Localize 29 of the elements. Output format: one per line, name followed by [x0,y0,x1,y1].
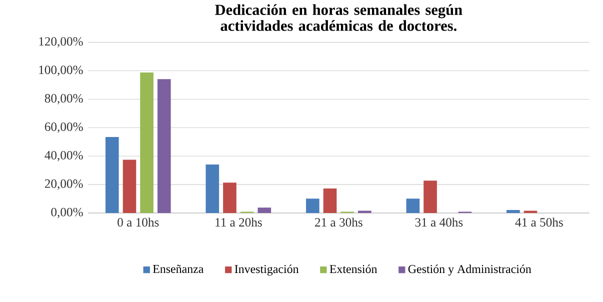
bar [223,182,236,213]
bar [258,208,272,213]
x-tick-label: 41 a 50hs [515,218,563,227]
bar [157,79,171,213]
legend-label: Investigación [234,264,299,276]
x-tick-label: 31 a 40hs [415,218,463,227]
bar [323,188,337,213]
y-tick-label: 40,00% [44,150,83,162]
x-tick-label: 21 a 30hs [315,218,362,227]
legend-label: Enseñanza [152,264,204,273]
y-tick-label: 120,00% [39,37,83,48]
bar [206,164,220,213]
x-tick-label: 11 a 20hs [216,218,262,227]
y-tick-label: 20,00% [44,179,83,190]
bar [406,198,420,213]
legend-label: Gestión y Administración [408,264,532,276]
bar [140,72,154,213]
bar [424,180,437,213]
legend-label: Extensión [330,264,378,274]
bar [306,198,320,213]
bar [122,160,136,213]
chart-title: Dedicación en horas semanales según actividades académicas de doctores. [215,4,462,31]
x-tick-label: 0 a 10hs [118,218,159,227]
bar [506,210,520,213]
y-tick-label: 100,00% [39,66,83,76]
y-tick-label: 60,00% [44,122,83,133]
bar [105,137,119,213]
y-tick-label: 80,00% [44,94,83,104]
y-tick-label: 0,00% [51,208,83,218]
